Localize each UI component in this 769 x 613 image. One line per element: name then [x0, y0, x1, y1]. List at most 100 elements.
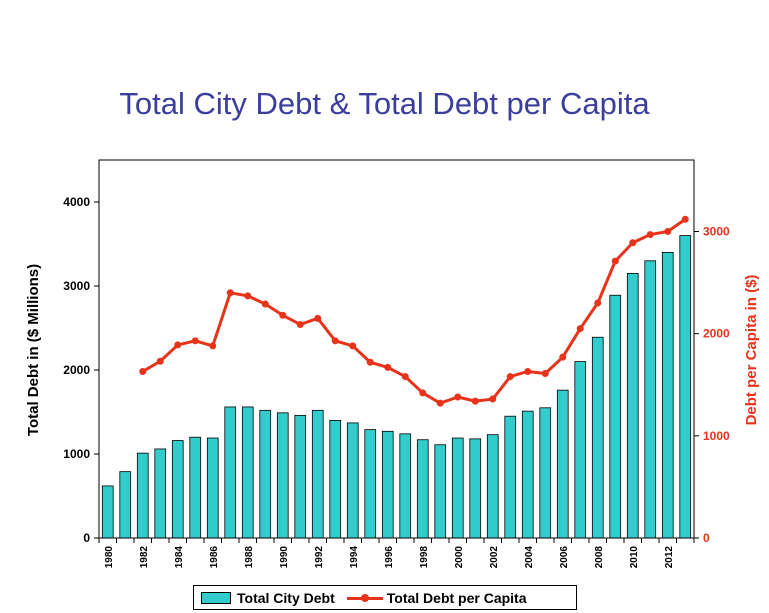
chart-title: Total City Debt & Total Debt per Capita [119, 86, 650, 121]
point-2006 [559, 353, 567, 361]
point-1997 [401, 373, 409, 381]
bar-2010 [626, 272, 639, 539]
bar-1987 [224, 406, 237, 539]
point-1994 [349, 342, 357, 350]
axis-ticks: 0 1000 2000 3000 4000 0 1000 2000 3000 1980 1982 19… [63, 195, 730, 568]
y-right-tick-label: 0 [703, 531, 710, 545]
x-tick-label: 2010 [629, 546, 640, 569]
bar-1998 [416, 439, 429, 539]
y-left-tick-label: 2000 [63, 363, 90, 377]
point-2000 [454, 393, 462, 401]
point-1999 [436, 399, 444, 407]
bar-1997 [399, 433, 412, 539]
y-right-tick-label: 1000 [703, 429, 730, 443]
point-1990 [279, 311, 287, 319]
point-2008 [594, 299, 602, 307]
point-2010 [629, 239, 637, 247]
point-1996 [384, 363, 392, 371]
y-left-tick-label: 1000 [63, 447, 90, 461]
point-1987 [226, 289, 234, 297]
x-tick-label: 2006 [559, 546, 570, 569]
point-1991 [296, 320, 304, 328]
bar-2006 [556, 389, 569, 539]
bar-1995 [364, 429, 377, 539]
bar-1992 [311, 409, 324, 539]
x-tick-label: 2008 [594, 546, 605, 569]
point-1992 [314, 314, 322, 322]
x-tick-label: 2000 [454, 546, 465, 569]
bar-2002 [486, 434, 499, 539]
y-left-tick-label: 4000 [63, 195, 90, 209]
bar-2001 [469, 438, 482, 539]
point-2001 [471, 397, 479, 405]
x-tick-label: 1994 [349, 546, 360, 569]
legend: Total City Debt Total Debt per Capita [193, 585, 577, 610]
bar-1983 [154, 448, 167, 539]
bar-1981 [119, 471, 132, 539]
x-tick-label: 1998 [419, 546, 430, 569]
bar-1984 [171, 440, 184, 539]
plot-area-frame [98, 159, 695, 539]
bar-series [101, 235, 692, 539]
point-2005 [541, 370, 549, 378]
point-2004 [524, 367, 532, 375]
y-axis-left-label: Total Debt in ($ Millions) [25, 264, 42, 436]
point-2013 [681, 215, 689, 223]
point-1982 [139, 367, 147, 375]
point-1988 [244, 292, 252, 300]
point-1989 [261, 300, 269, 308]
x-tick-label: 2002 [489, 546, 500, 569]
x-tick-label: 1986 [209, 546, 220, 569]
bar-1996 [381, 430, 394, 539]
bar-2004 [521, 410, 534, 539]
bar-1999 [434, 444, 447, 539]
point-1983 [156, 357, 164, 365]
point-2011 [646, 231, 654, 239]
point-2012 [664, 228, 672, 236]
point-2003 [506, 373, 514, 381]
point-2007 [576, 325, 584, 333]
bar-2005 [539, 407, 552, 539]
bar-1990 [276, 412, 289, 539]
bar-2000 [451, 437, 464, 539]
x-tick-label: 1984 [174, 546, 185, 569]
legend-item-total-debt-per-capita: Total Debt per Capita [335, 590, 527, 606]
bar-1988 [241, 406, 254, 539]
point-1998 [419, 389, 427, 397]
legend-label-total-city-debt: Total City Debt [237, 589, 335, 606]
bar-2008 [591, 336, 604, 539]
x-tick-label: 1992 [314, 546, 325, 569]
bar-1986 [206, 437, 219, 539]
bar-1994 [346, 422, 359, 539]
x-tick-label: 2004 [524, 546, 535, 569]
y-right-tick-label: 2000 [703, 327, 730, 341]
bar-1982 [136, 452, 149, 539]
point-1995 [366, 358, 374, 366]
bar-1985 [189, 436, 202, 539]
bar-1993 [329, 419, 342, 539]
line-series [139, 215, 689, 407]
point-2002 [489, 395, 497, 403]
x-tick-label: 1988 [244, 546, 255, 569]
bar-1980 [101, 485, 114, 539]
x-tick-label: 1982 [139, 546, 150, 569]
x-tick-label: 1980 [104, 546, 115, 569]
y-left-tick-label: 3000 [63, 279, 90, 293]
point-2009 [611, 257, 619, 265]
point-1986 [209, 342, 217, 350]
point-1985 [191, 337, 199, 345]
per-capita-line [141, 218, 687, 405]
point-1984 [174, 341, 182, 349]
bar-2013 [679, 235, 692, 539]
bar-1989 [259, 409, 272, 539]
x-tick-label: 2012 [664, 546, 675, 569]
bar-2009 [609, 294, 622, 539]
x-tick-label: 1996 [384, 546, 395, 569]
bar-2011 [644, 260, 657, 539]
bar-2007 [574, 361, 587, 539]
legend-label-total-debt-per-capita: Total Debt per Capita [386, 589, 527, 606]
bar-2012 [661, 251, 674, 539]
x-tick-label: 1990 [279, 546, 290, 569]
bar-2003 [504, 415, 517, 539]
